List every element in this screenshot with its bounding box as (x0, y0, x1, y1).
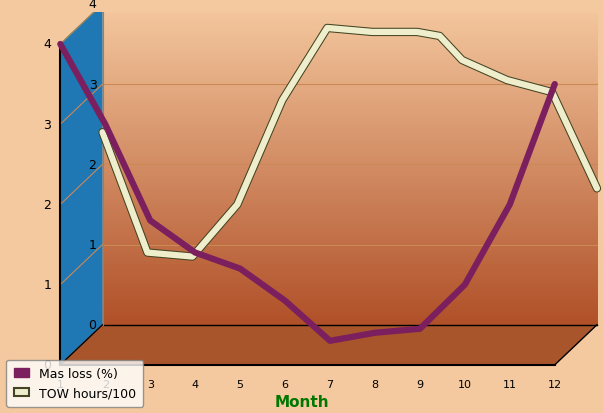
Text: 1: 1 (43, 278, 51, 292)
Text: 2: 2 (102, 379, 109, 389)
Text: 1: 1 (89, 238, 96, 252)
Text: 7: 7 (326, 379, 333, 389)
Polygon shape (60, 5, 103, 365)
Text: 12: 12 (548, 379, 562, 389)
Text: 0: 0 (43, 358, 51, 371)
Legend: Mas loss (%), TOW hours/100: Mas loss (%), TOW hours/100 (6, 360, 144, 407)
Text: 2: 2 (89, 159, 96, 171)
Text: 6: 6 (282, 379, 289, 389)
Polygon shape (60, 325, 597, 365)
Text: 11: 11 (503, 379, 517, 389)
Text: 5: 5 (236, 379, 244, 389)
Text: 3: 3 (147, 379, 154, 389)
Text: 1: 1 (57, 379, 64, 389)
Text: Month: Month (274, 394, 329, 409)
Text: 10: 10 (458, 379, 472, 389)
Text: 2: 2 (43, 198, 51, 211)
Text: 3: 3 (43, 119, 51, 131)
Text: 4: 4 (192, 379, 199, 389)
Text: 9: 9 (416, 379, 423, 389)
Text: 4: 4 (43, 38, 51, 51)
Text: 0: 0 (89, 318, 96, 332)
Text: 8: 8 (371, 379, 379, 389)
Text: 4: 4 (89, 0, 96, 11)
Text: 3: 3 (89, 78, 96, 91)
